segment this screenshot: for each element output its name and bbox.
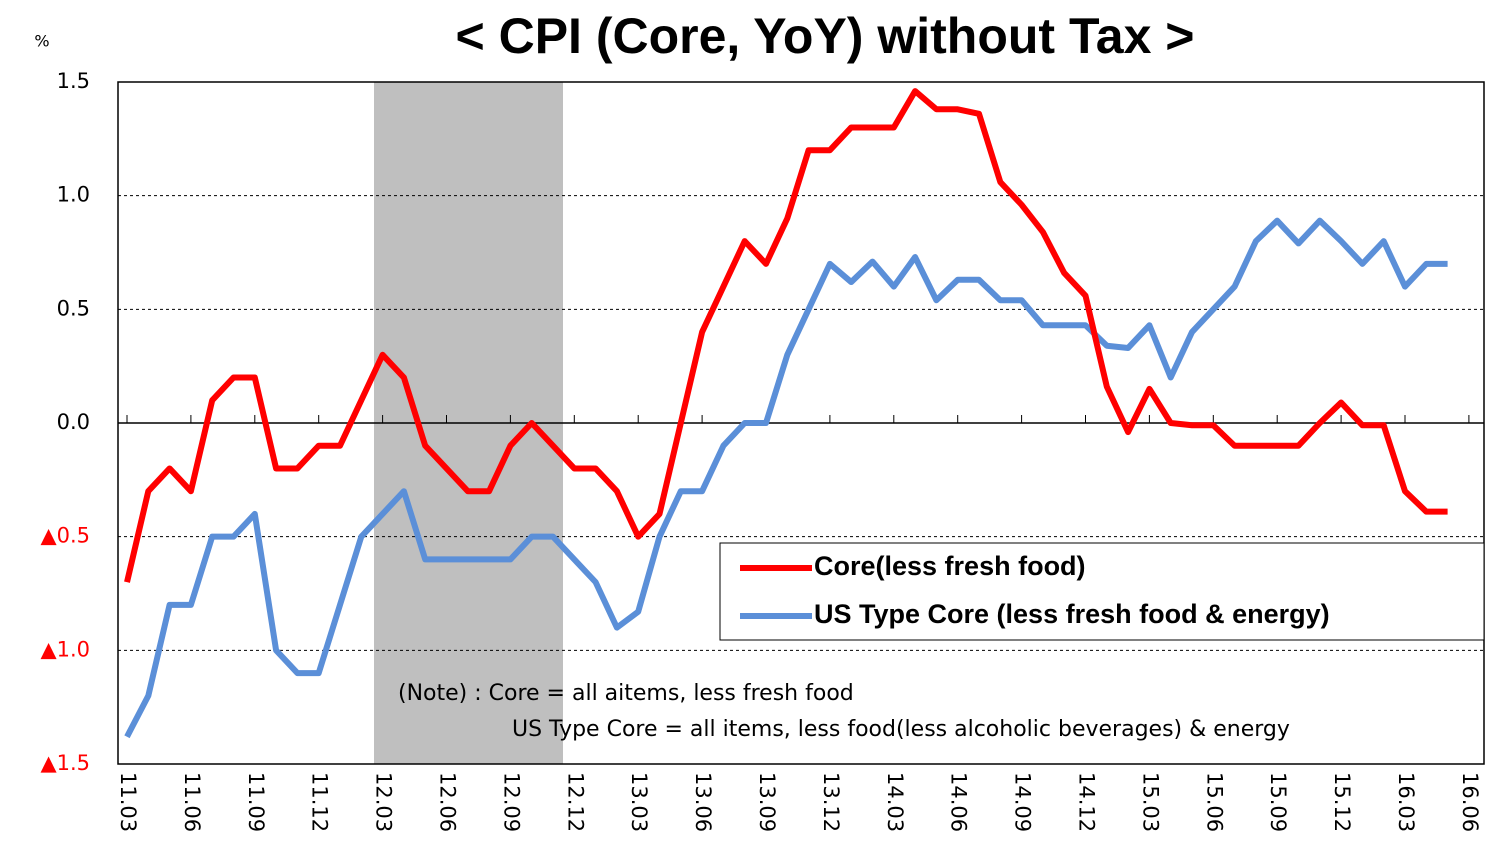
x-tick-label: 15.09 — [1266, 772, 1290, 832]
x-tick-label: 14.06 — [947, 772, 971, 832]
legend-box — [719, 542, 1485, 641]
x-tick-label: 15.03 — [1138, 772, 1162, 832]
y-tick-label: 1.0 — [57, 183, 90, 207]
x-tick-label: 12.09 — [499, 772, 523, 832]
y-tick-label: 0.5 — [57, 296, 90, 320]
x-tick-label: 11.06 — [180, 772, 204, 832]
y-axis: 1.5 1.0 0.5 0.0 ▲0.5 ▲1.0 ▲1.5 — [40, 69, 90, 775]
note: (Note) : Core = all aitems, less fresh f… — [398, 681, 854, 706]
x-tick-label: 16.06 — [1458, 772, 1482, 832]
y-tick-label: ▲1.5 — [40, 751, 90, 775]
x-tick-label: 16.03 — [1394, 772, 1418, 832]
chart-title: < CPI (Core, YoY) without Tax > — [456, 8, 1195, 64]
y-tick-label: 1.5 — [57, 69, 90, 93]
legend: Core(less fresh food) US Type Core (less … — [740, 551, 1330, 629]
x-tick-label: 15.12 — [1330, 772, 1354, 832]
x-tick-label: 14.09 — [1011, 772, 1035, 832]
x-tick-label: 11.03 — [116, 772, 140, 832]
series-line — [124, 217, 1448, 739]
x-tick-label: 12.06 — [436, 772, 460, 832]
legend-label: Core(less fresh food) — [814, 551, 1086, 581]
x-tick-label: 13.12 — [819, 772, 843, 832]
x-tick-label: 15.06 — [1202, 772, 1226, 832]
lines — [124, 88, 1448, 739]
x-tick-label: 14.03 — [883, 772, 907, 832]
plot-frame — [117, 81, 1485, 765]
y-unit: % — [34, 32, 49, 51]
legend-label: US Type Core (less fresh food & energy) — [814, 599, 1330, 629]
x-axis: 11.03 11.06 11.09 11.12 12.03 12.06 12.09 12.12… — [116, 772, 1482, 832]
x-tick-label: 12.03 — [372, 772, 396, 832]
x-tick-label: 13.03 — [627, 772, 651, 832]
x-tick-label: 13.09 — [755, 772, 779, 832]
x-tick-label: 14.12 — [1075, 772, 1099, 832]
y-tick-label: ▲1.0 — [40, 637, 90, 661]
grid — [118, 195, 1484, 651]
series-line — [124, 88, 1448, 583]
x-tick-label: 12.12 — [563, 772, 587, 832]
x-tick-label: 11.09 — [244, 772, 268, 832]
y-tick-label: 0.0 — [57, 410, 90, 434]
y-tick-label: ▲0.5 — [40, 524, 90, 548]
x-tick-label: 11.12 — [308, 772, 332, 832]
note: US Type Core = all items, less food(less… — [512, 717, 1290, 742]
x-tick-label: 13.06 — [691, 772, 715, 832]
